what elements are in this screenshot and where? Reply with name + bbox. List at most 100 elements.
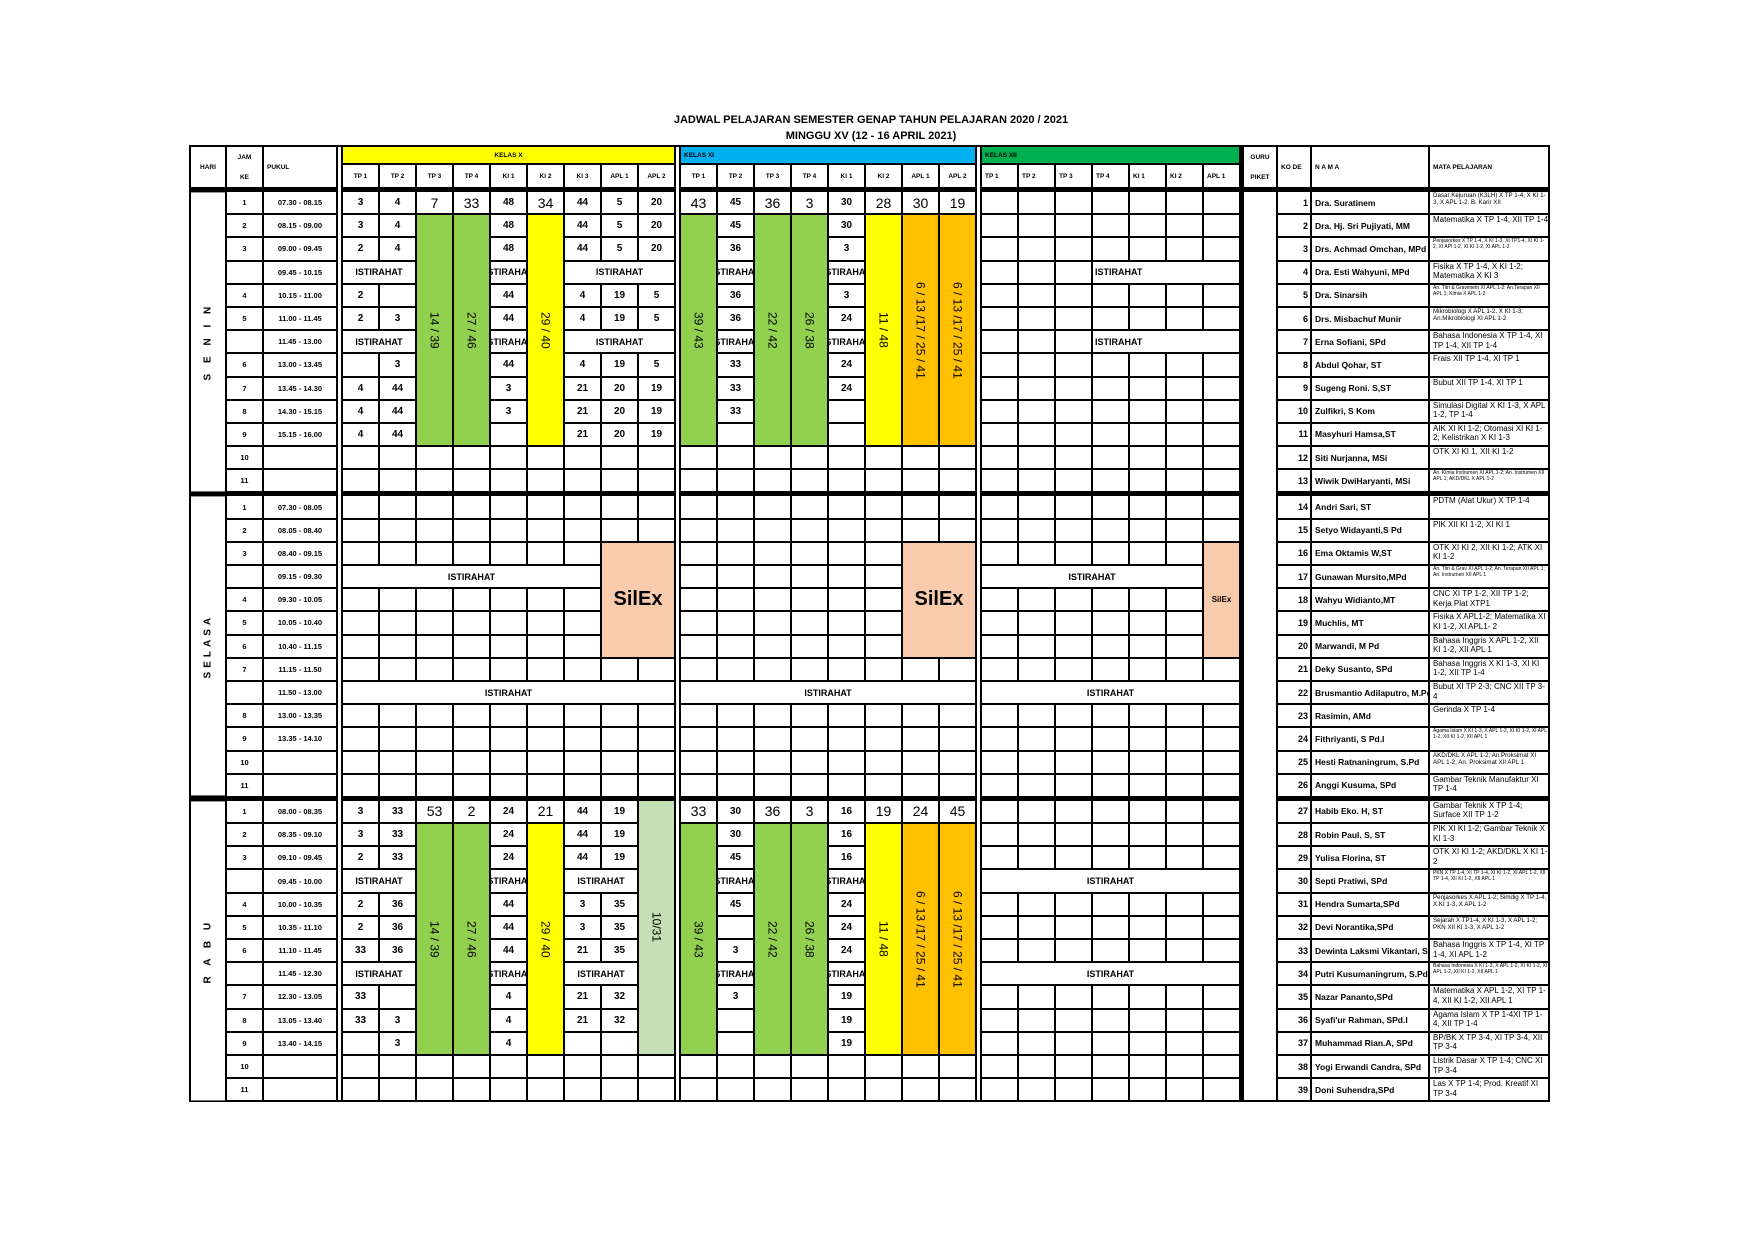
schedule-cell (718, 1009, 753, 1031)
class-block: 27 / 46 (454, 824, 489, 1054)
header-col-xii: KI 2 (1167, 165, 1202, 187)
schedule-cell: 4 (380, 192, 415, 214)
schedule-cell (380, 447, 415, 469)
schedule-cell: 30 (829, 192, 864, 214)
schedule-cell: 3 (343, 800, 378, 823)
schedule-cell (417, 705, 452, 727)
schedule-cell (1093, 354, 1128, 376)
istirahat-cell: ISTIRAHAT (565, 261, 674, 283)
schedule-cell (1019, 940, 1054, 962)
teacher-subjects: AKD/DKL X APL 1-2; An.Proksimat XI APL 1… (1430, 751, 1548, 773)
teacher-name: Yogi Erwandi Candra, SPd (1312, 1055, 1428, 1078)
teacher-name: Setyo Widayanti,S Pd (1312, 519, 1428, 541)
schedule-cell (982, 635, 1017, 657)
teacher-name: Dra. Hj. Sri Pujiyati, MM (1312, 215, 1428, 237)
schedule-cell (1093, 447, 1128, 469)
schedule-cell: 44 (565, 238, 600, 260)
schedule-cell (940, 1055, 975, 1078)
teacher-subjects: Frais XII TP 1-4, XI TP 1 (1430, 354, 1548, 376)
teacher-kode: 22 (1278, 681, 1310, 704)
schedule-cell (343, 447, 378, 469)
schedule-cell (565, 705, 600, 727)
schedule-cell (1019, 728, 1054, 750)
istirahat-cell: ISTIRAHAT (829, 963, 864, 985)
class-block: 29 / 40 (528, 824, 563, 1054)
teacher-name: Siti Nurjanna, MSi (1312, 447, 1428, 469)
teacher-kode: 37 (1278, 1032, 1310, 1054)
schedule-cell (1019, 215, 1054, 237)
header-col-xi: TP 4 (792, 165, 827, 187)
schedule-cell: 44 (491, 916, 526, 938)
schedule-cell (866, 705, 901, 727)
teacher-subjects: PIK XII KI 1-2, XI KI 1 (1430, 519, 1548, 541)
schedule-cell (528, 635, 563, 657)
schedule-cell (528, 1055, 563, 1078)
teacher-subjects: Agama Islam X KI 1-3, X APL 1-2, XI KI 1… (1430, 728, 1548, 750)
istirahat-cell: ISTIRAHAT (681, 681, 975, 704)
schedule-cell (639, 728, 674, 750)
schedule-cell: 4 (565, 307, 600, 330)
schedule-cell (718, 423, 753, 446)
schedule-cell (829, 470, 864, 492)
schedule-cell (343, 470, 378, 492)
schedule-cell: 3 (491, 400, 526, 422)
pukul-time: 13.05 - 13.40 (264, 1009, 336, 1031)
teacher-subjects: Bubut XII TP 1-4, XI TP 1 (1430, 377, 1548, 399)
pukul-time: 08.40 - 09.15 (264, 542, 336, 564)
schedule-cell (982, 470, 1017, 492)
schedule-cell (755, 542, 790, 564)
schedule-cell (718, 774, 753, 796)
schedule-cell (1130, 589, 1165, 611)
day-label: R A B U (191, 800, 225, 1101)
header-col-xii: TP 1 (982, 165, 1017, 187)
jam-ke: 1 (227, 800, 262, 823)
schedule-cell: 16 (829, 847, 864, 869)
teacher-name: Hendra Sumarta,SPd (1312, 893, 1428, 915)
schedule-cell: 36 (718, 284, 753, 306)
schedule-cell (1204, 705, 1239, 727)
jam-ke: 11 (227, 470, 262, 492)
schedule-cell (1167, 192, 1202, 214)
schedule-cell (380, 1079, 415, 1101)
schedule-cell (417, 774, 452, 796)
teacher-subjects: AIK XI KI 1-2; Otomasi XI KI 1-2; Kelist… (1430, 423, 1548, 446)
jam-ke: 3 (227, 238, 262, 260)
schedule-cell (565, 1032, 600, 1054)
schedule-cell (792, 658, 827, 680)
schedule-cell (1204, 1055, 1239, 1078)
schedule-cell (718, 542, 753, 564)
schedule-cell (1130, 847, 1165, 869)
schedule-cell (417, 751, 452, 773)
schedule-cell (1056, 519, 1091, 541)
jam-ke: 8 (227, 1009, 262, 1031)
header-piket: PIKET (1250, 173, 1270, 181)
schedule-cell (1204, 284, 1239, 306)
schedule-cell (380, 635, 415, 657)
schedule-cell (718, 519, 753, 541)
schedule-cell: 20 (602, 400, 637, 422)
schedule-cell (1056, 354, 1091, 376)
schedule-cell (718, 447, 753, 469)
schedule-cell (1130, 824, 1165, 846)
schedule-cell: 16 (829, 800, 864, 823)
schedule-cell (982, 496, 1017, 518)
schedule-cell (565, 447, 600, 469)
silex-block: SilEx (1204, 542, 1239, 657)
schedule-cell: 33 (718, 354, 753, 376)
schedule-cell (718, 566, 753, 588)
schedule-cell (982, 261, 1017, 283)
schedule-cell (755, 496, 790, 518)
schedule-cell (982, 423, 1017, 446)
schedule-cell: 48 (491, 215, 526, 237)
teacher-name: Putri Kusumaningrum, S.Pd (1312, 963, 1428, 985)
istirahat-cell: ISTIRAHAT (829, 261, 864, 283)
schedule-cell (1204, 893, 1239, 915)
schedule-cell (1093, 916, 1128, 938)
teacher-name: Yulisa Florina, ST (1312, 847, 1428, 869)
schedule-cell (1167, 916, 1202, 938)
teacher-subjects: OTK XI KI 1-2; AKD/DKL X KI 1-2 (1430, 847, 1548, 869)
teacher-kode: 26 (1278, 774, 1310, 796)
schedule-cell (1167, 612, 1202, 634)
schedule-cell (1130, 377, 1165, 399)
schedule-cell (1019, 1009, 1054, 1031)
